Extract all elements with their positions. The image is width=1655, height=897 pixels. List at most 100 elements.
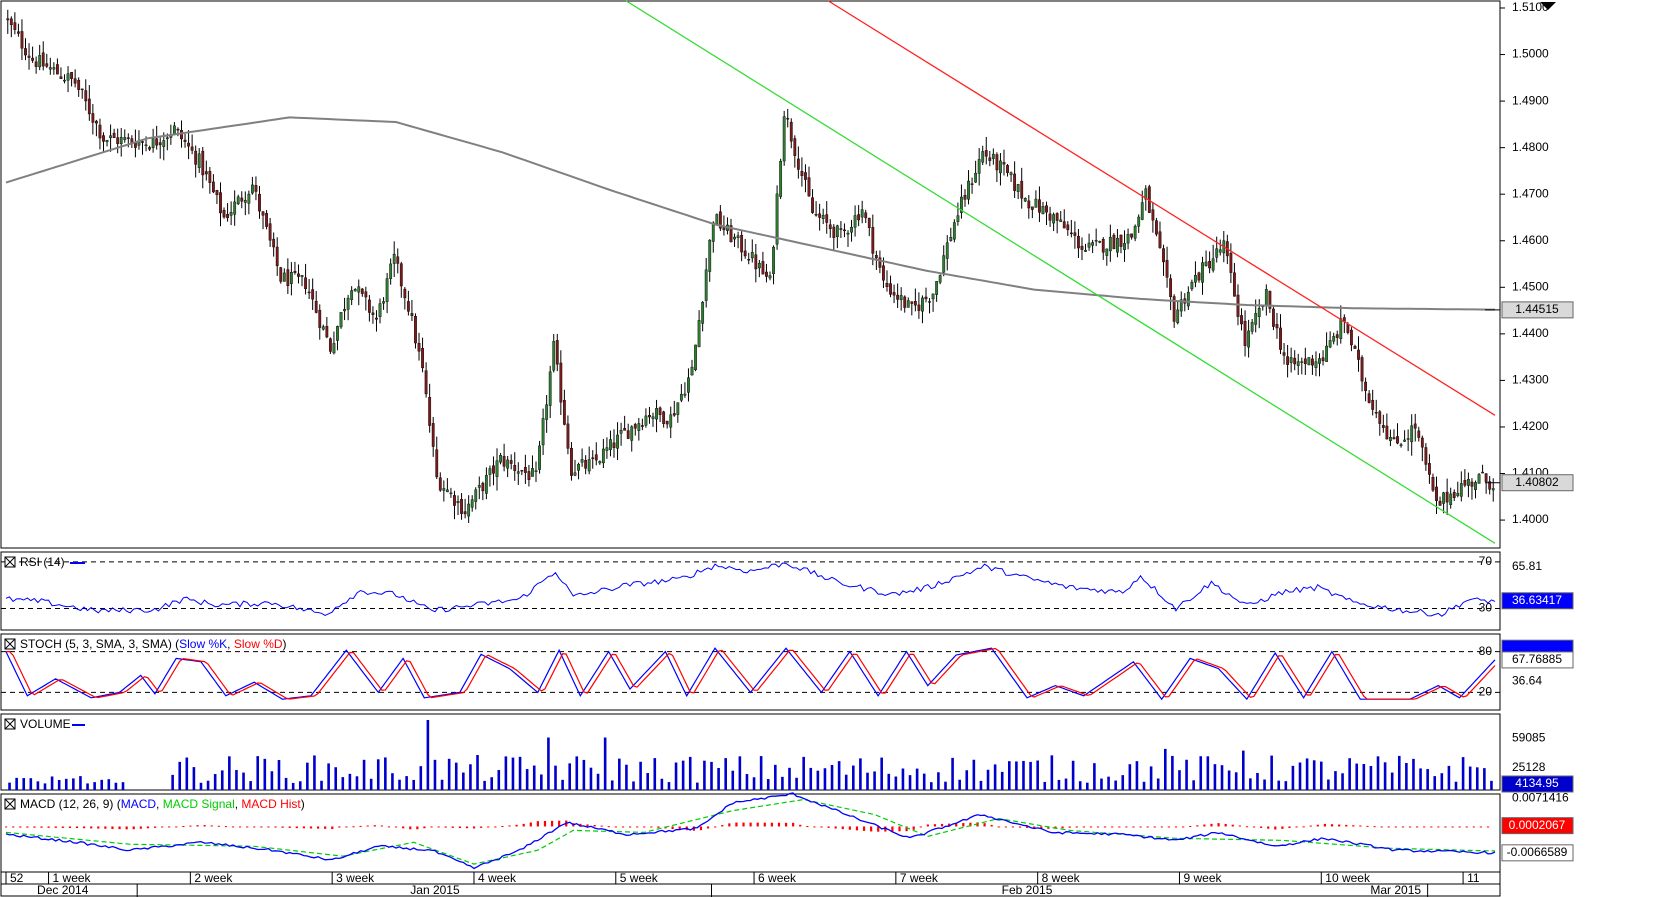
candle <box>272 238 276 248</box>
macd-hist-bar <box>359 825 362 827</box>
candle <box>945 242 949 259</box>
macd-hist-bar <box>217 825 220 827</box>
candle <box>1218 249 1222 253</box>
macd-hist-bar <box>1458 826 1461 828</box>
macd-hist-bar <box>281 826 284 828</box>
macd-hist-bar <box>990 824 993 827</box>
price-tick-label: 1.4800 <box>1512 140 1549 154</box>
macd-hist-bar <box>1125 826 1128 828</box>
volume-panel[interactable]: VOLUME 59085 25128 4134.95 <box>0 713 1574 793</box>
macd-hist-bar <box>402 826 405 829</box>
macd-hist-bar <box>1146 826 1149 828</box>
candle <box>974 172 978 183</box>
candle <box>431 423 435 447</box>
candle <box>488 468 492 475</box>
macd-hist-bar <box>827 826 830 828</box>
candle <box>1413 423 1417 429</box>
macd-hist-bar <box>345 826 348 828</box>
volume-bar <box>795 777 798 790</box>
candle <box>733 236 736 240</box>
macd-hist-bar <box>678 826 681 830</box>
candle <box>1211 258 1215 271</box>
candle <box>1399 444 1403 446</box>
candle <box>134 142 137 148</box>
candle <box>1272 308 1275 327</box>
macd-hist-bar <box>940 823 944 827</box>
macd-hist-bar <box>373 825 376 827</box>
candle <box>839 228 843 230</box>
candle <box>1130 233 1134 238</box>
price-panel[interactable]: 1.5100 1.5000 1.4900 1.4800 1.4700 1.4600 1.45… <box>0 0 1574 549</box>
volume-bar <box>199 782 203 790</box>
candle <box>1194 274 1197 283</box>
macd-panel[interactable]: MACD (12, 26, 9) (MACD, MACD Signal, MAC… <box>0 790 1574 873</box>
candle <box>165 137 169 140</box>
candle <box>1062 221 1066 229</box>
macd-hist-bar <box>1033 826 1036 829</box>
candle <box>1030 206 1034 210</box>
candle <box>34 61 38 67</box>
candle <box>850 226 853 233</box>
volume-bar <box>1319 761 1323 790</box>
scroll-down-icon[interactable] <box>1540 2 1556 10</box>
candle <box>282 272 286 282</box>
price-tick-label: 1.4500 <box>1512 279 1549 293</box>
volume-bar <box>1362 763 1366 790</box>
volume-bar <box>22 778 26 790</box>
candle <box>864 212 868 219</box>
candle <box>921 297 924 312</box>
macd-hist-bar <box>210 825 213 827</box>
volume-bar <box>603 737 607 790</box>
candle <box>80 88 84 91</box>
candle <box>892 292 896 296</box>
candle <box>1009 172 1013 175</box>
price-frame <box>0 0 1501 549</box>
volume-bar <box>1199 756 1203 790</box>
candle <box>31 57 34 61</box>
candle <box>449 492 453 495</box>
red-channel-line[interactable] <box>828 0 1496 416</box>
macd-last-label: -0.0066589 <box>1507 845 1568 859</box>
candle <box>612 442 616 448</box>
rsi-panel[interactable]: 70 30 RSI (14) 65.81 36.63417 <box>0 551 1574 631</box>
candle <box>1452 491 1456 498</box>
candle <box>389 263 393 279</box>
macd-hist-bar <box>409 826 412 830</box>
candle <box>300 275 304 277</box>
macd-hist-bar <box>1359 825 1362 827</box>
candle <box>1052 214 1056 224</box>
candle <box>960 196 963 213</box>
macd-hist-bar <box>1281 826 1284 829</box>
candle <box>687 377 690 393</box>
volume-bar <box>29 778 33 790</box>
candle <box>793 138 797 156</box>
macd-hist-bar <box>536 821 539 827</box>
candle <box>609 439 612 450</box>
candle <box>1045 205 1048 213</box>
candle <box>765 271 768 277</box>
candle <box>247 193 251 204</box>
macd-hist-bar <box>919 826 922 828</box>
candle <box>1236 294 1240 317</box>
candle <box>931 293 935 300</box>
stochastic-panel[interactable]: 80 20 STOCH (5, 3, SMA, 3, SMA) (Slow %K, … <box>0 633 1574 711</box>
volume-bar <box>915 768 919 790</box>
macd-hist-bar <box>1196 825 1199 827</box>
macd-hist-bar <box>905 826 908 832</box>
volume-bar <box>178 761 182 790</box>
green-channel-line[interactable] <box>626 0 1496 544</box>
candle <box>1038 199 1041 213</box>
candle <box>1318 358 1321 364</box>
candle <box>194 150 198 165</box>
candle <box>1286 356 1290 365</box>
volume-bar <box>1390 772 1394 790</box>
volume-bar <box>1383 762 1387 790</box>
candle <box>66 73 70 81</box>
volume-bar <box>469 764 472 790</box>
candle <box>1250 322 1254 332</box>
candle <box>711 222 715 242</box>
macd-hist-bar <box>146 826 150 829</box>
volume-bar <box>171 774 174 790</box>
candle <box>1467 479 1470 486</box>
macd-hist-bar <box>1026 826 1029 828</box>
